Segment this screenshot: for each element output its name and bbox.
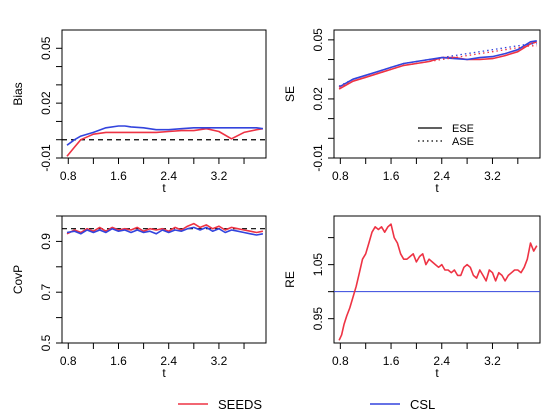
x-tick-label: 0.8 <box>332 169 349 183</box>
series-line-seeds-ase <box>338 45 537 88</box>
y-tick-label: 0.02 <box>311 87 325 111</box>
x-axis-label: t <box>435 181 439 195</box>
x-tick-label: 1.6 <box>383 354 400 368</box>
x-axis-label: t <box>162 181 166 195</box>
x-tick-label: 2.4 <box>433 354 450 368</box>
y-tick-label: 0.05 <box>39 36 53 60</box>
legend-label-seeds: SEEDS <box>218 397 262 412</box>
series-line-csl-ese <box>338 40 537 88</box>
x-tick-label: 2.4 <box>160 354 177 368</box>
x-tick-label: 2.4 <box>160 169 177 183</box>
y-tick-label: 0.05 <box>311 28 325 52</box>
series-line-csl <box>66 226 264 236</box>
x-tick-label: 0.8 <box>60 354 77 368</box>
x-tick-label: 1.6 <box>110 169 127 183</box>
x-tick-label: 1.6 <box>383 169 400 183</box>
x-tick-label: 3.2 <box>211 354 228 368</box>
series-line-seeds-ese <box>338 41 538 90</box>
y-tick-label: 0.5 <box>39 334 53 351</box>
x-tick-label: 3.2 <box>211 169 228 183</box>
inner-legend-label-ase: ASE <box>452 136 474 148</box>
series-line-csl <box>66 125 264 146</box>
plot-frame <box>333 215 541 344</box>
bottom-legend: SEEDS CSL <box>178 397 435 412</box>
series-line-csl-ase <box>338 43 537 87</box>
y-tick-label: 0.02 <box>39 91 53 115</box>
y-axis-label: RE <box>283 271 297 288</box>
y-tick-label: 0.7 <box>39 284 53 301</box>
x-tick-label: 3.2 <box>484 354 501 368</box>
y-tick-label: 0.9 <box>39 233 53 250</box>
plot-frame <box>333 29 541 159</box>
series-line-seeds <box>66 222 264 235</box>
panel-covp: 0.8 1.6 2.4 3.2 t 0.5 0.7 0.9 CovP <box>11 215 267 380</box>
y-axis-label: CovP <box>11 265 25 294</box>
x-tick-label: 2.4 <box>433 169 450 183</box>
x-tick-label: 1.6 <box>110 354 127 368</box>
x-tick-label: 0.8 <box>332 354 349 368</box>
y-tick-label: 0.95 <box>311 307 325 331</box>
y-tick-label: -0.01 <box>311 144 325 172</box>
y-tick-label: -0.01 <box>39 144 53 172</box>
panel-re: 0.8 1.6 2.4 3.2 t 0.95 1.05 RE <box>283 215 541 380</box>
x-axis-label: t <box>162 366 166 380</box>
plot-frame <box>61 29 267 159</box>
y-tick-label: 1.05 <box>311 253 325 277</box>
inner-legend-label-ese: ESE <box>452 123 474 135</box>
x-tick-label: 0.8 <box>60 169 77 183</box>
series-line-seeds <box>338 223 538 341</box>
x-axis-label: t <box>435 366 439 380</box>
legend-label-csl: CSL <box>410 397 435 412</box>
y-axis-label: Bias <box>11 82 25 105</box>
panel-bias: 0.8 1.6 2.4 3.2 t -0.01 0.02 0.05 Bias <box>11 29 267 195</box>
x-tick-label: 3.2 <box>484 169 501 183</box>
y-axis-label: SE <box>283 86 297 102</box>
series-line-seeds <box>66 127 264 157</box>
plot-frame <box>61 215 267 344</box>
